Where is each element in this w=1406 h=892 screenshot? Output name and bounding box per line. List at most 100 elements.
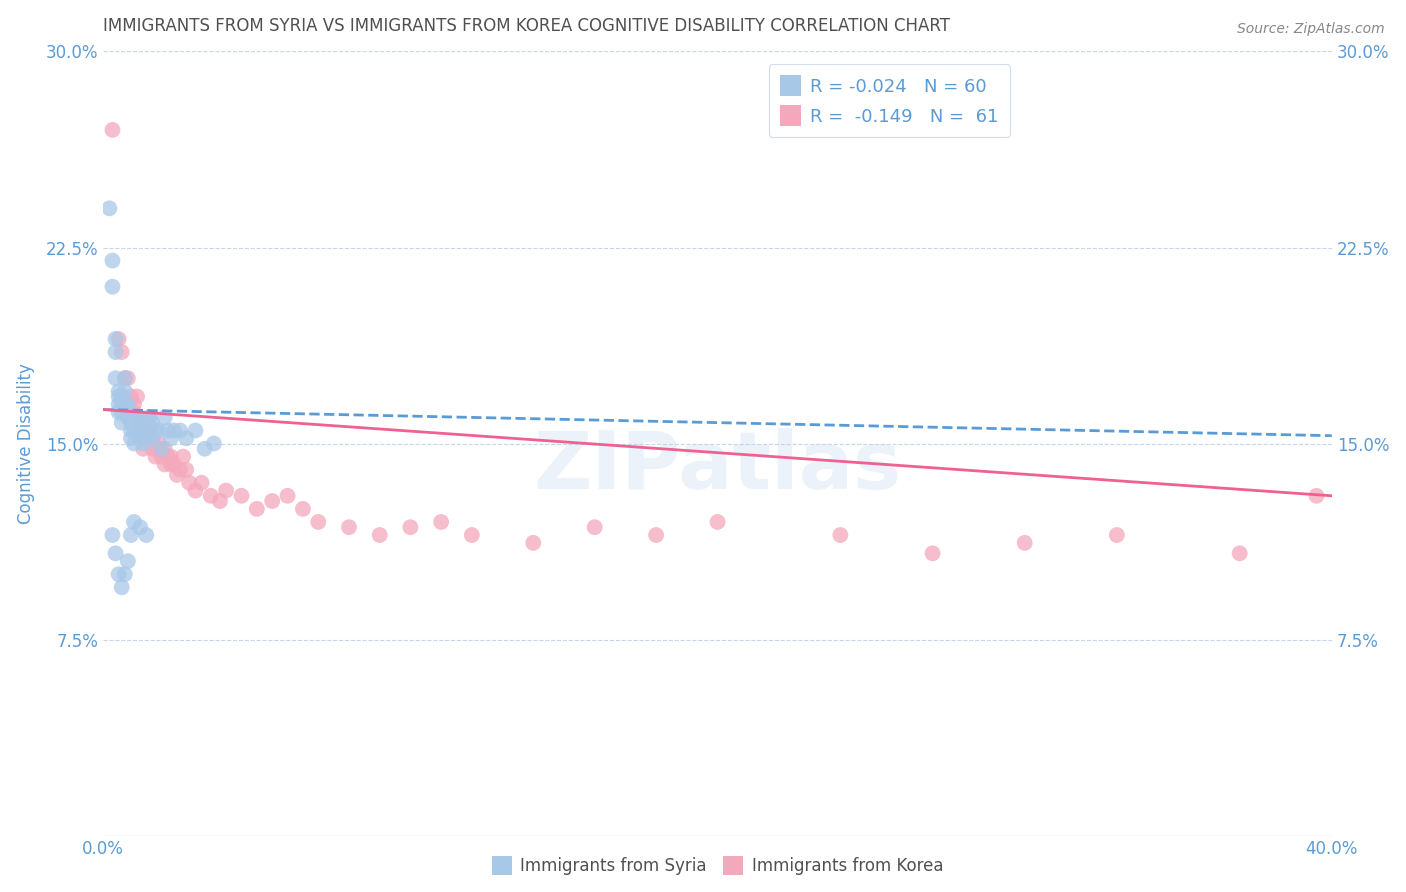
Point xyxy=(129,416,152,430)
Point xyxy=(208,494,231,508)
Point xyxy=(117,402,139,417)
Point xyxy=(184,483,207,498)
Point xyxy=(145,450,167,464)
Point xyxy=(1229,546,1251,560)
Point xyxy=(215,483,238,498)
Point xyxy=(169,424,191,438)
Point xyxy=(277,489,299,503)
Point xyxy=(174,463,197,477)
Point xyxy=(141,431,163,445)
Point xyxy=(114,371,136,385)
Point xyxy=(122,397,145,411)
Point xyxy=(262,494,284,508)
Point xyxy=(107,567,129,582)
Point xyxy=(706,515,728,529)
Point xyxy=(830,528,852,542)
Point xyxy=(104,345,127,359)
Point xyxy=(148,436,170,450)
Point xyxy=(166,467,188,482)
Point xyxy=(104,371,127,385)
Point xyxy=(122,424,145,438)
Legend: Immigrants from Syria, Immigrants from Korea: Immigrants from Syria, Immigrants from K… xyxy=(485,849,950,882)
Point xyxy=(156,424,179,438)
Point xyxy=(202,436,225,450)
Point xyxy=(135,416,157,430)
Point xyxy=(114,371,136,385)
Point xyxy=(98,202,121,216)
Point xyxy=(125,424,148,438)
Point xyxy=(129,520,152,534)
Point xyxy=(132,436,155,450)
Point xyxy=(291,501,314,516)
Point xyxy=(132,424,155,438)
Point xyxy=(148,424,170,438)
Point xyxy=(107,405,129,419)
Point xyxy=(129,424,152,438)
Point xyxy=(153,442,176,456)
Point xyxy=(125,424,148,438)
Point xyxy=(172,450,194,464)
Point xyxy=(148,442,170,456)
Point xyxy=(194,442,217,456)
Point xyxy=(430,515,453,529)
Point xyxy=(135,431,157,445)
Point xyxy=(1105,528,1128,542)
Point xyxy=(138,424,160,438)
Point xyxy=(111,390,134,404)
Point xyxy=(174,431,197,445)
Text: IMMIGRANTS FROM SYRIA VS IMMIGRANTS FROM KOREA COGNITIVE DISABILITY CORRELATION : IMMIGRANTS FROM SYRIA VS IMMIGRANTS FROM… xyxy=(103,17,950,35)
Point xyxy=(160,431,183,445)
Point xyxy=(111,397,134,411)
Point xyxy=(138,410,160,425)
Point xyxy=(368,528,391,542)
Point xyxy=(921,546,943,560)
Point xyxy=(129,416,152,430)
Text: Source: ZipAtlas.com: Source: ZipAtlas.com xyxy=(1237,22,1385,37)
Point xyxy=(132,431,155,445)
Point xyxy=(125,390,148,404)
Point xyxy=(169,463,191,477)
Point xyxy=(156,450,179,464)
Point xyxy=(117,397,139,411)
Point xyxy=(111,580,134,594)
Point xyxy=(101,253,124,268)
Point xyxy=(114,567,136,582)
Point xyxy=(111,345,134,359)
Point xyxy=(246,501,269,516)
Point xyxy=(179,475,201,490)
Point xyxy=(160,450,183,464)
Point xyxy=(111,416,134,430)
Point xyxy=(200,489,222,503)
Point xyxy=(337,520,360,534)
Point xyxy=(111,405,134,419)
Point xyxy=(107,397,129,411)
Point xyxy=(138,410,160,425)
Point xyxy=(399,520,422,534)
Point xyxy=(141,431,163,445)
Point xyxy=(122,410,145,425)
Point xyxy=(141,442,163,456)
Point xyxy=(129,431,152,445)
Point xyxy=(122,436,145,450)
Point xyxy=(104,332,127,346)
Point xyxy=(1305,489,1327,503)
Point xyxy=(114,397,136,411)
Point xyxy=(522,536,544,550)
Point xyxy=(122,515,145,529)
Point xyxy=(101,123,124,137)
Point xyxy=(231,489,253,503)
Point xyxy=(1014,536,1036,550)
Point xyxy=(117,397,139,411)
Point xyxy=(135,424,157,438)
Y-axis label: Cognitive Disability: Cognitive Disability xyxy=(17,363,35,524)
Point xyxy=(107,332,129,346)
Point xyxy=(141,416,163,430)
Point xyxy=(120,424,142,438)
Point xyxy=(153,458,176,472)
Point xyxy=(307,515,329,529)
Point xyxy=(150,450,173,464)
Point xyxy=(461,528,484,542)
Point xyxy=(117,371,139,385)
Point xyxy=(163,424,186,438)
Point xyxy=(120,390,142,404)
